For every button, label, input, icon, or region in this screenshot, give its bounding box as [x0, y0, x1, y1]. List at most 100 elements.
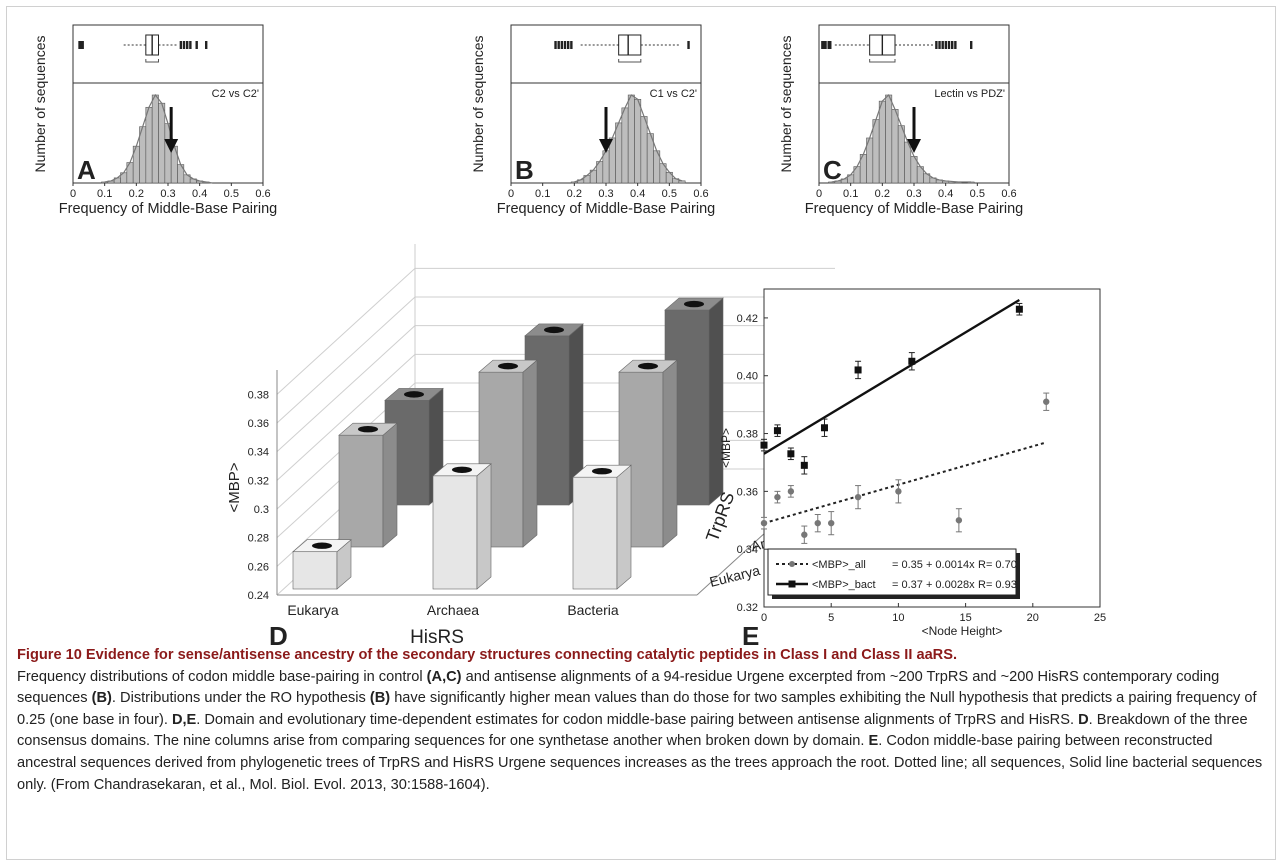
histogram-bar [885, 94, 893, 184]
arrow-head [599, 139, 613, 153]
boxplot-outlier [951, 41, 954, 49]
panel-letter: D [269, 621, 288, 651]
legend-equation: = 0.35 + 0.0014x [892, 559, 975, 571]
x-category-label: Eukarya [287, 602, 339, 618]
boxplot-outlier [78, 41, 81, 49]
y-tick-label: 0.28 [248, 533, 269, 545]
boxplot-outlier [570, 41, 573, 49]
x-axis-label: Frequency of Middle-Base Pairing [497, 201, 715, 217]
y-tick-label: 0.38 [248, 389, 269, 401]
x-category-label: Bacteria [567, 602, 619, 618]
x-tick-label: 0.1 [843, 188, 858, 200]
boxplot-outlier [947, 41, 951, 49]
data-point-bact [1015, 305, 1023, 313]
x-tick-label: 0.1 [97, 188, 112, 200]
histogram-density-curve [104, 93, 213, 184]
bar-3d [572, 464, 632, 590]
data-point-all [787, 488, 795, 495]
boxplot-outlier [195, 41, 198, 49]
boxplot-outlier [557, 41, 560, 49]
bar-side [522, 359, 538, 548]
boxplot-outlier [563, 41, 567, 49]
bar-error-cap [452, 466, 472, 473]
caption-text-6: . Breakdown of the three consensus domai… [17, 711, 1248, 750]
boxplot-outlier [179, 41, 183, 49]
x-tick-label: 0.5 [224, 188, 239, 200]
bar-side [382, 422, 398, 548]
data-point-all [1043, 398, 1050, 405]
y-tick-label: 0.34 [737, 544, 758, 556]
caption-bold-1: (A,C) [426, 668, 462, 685]
bar-error-cap [498, 362, 518, 370]
boxplot-outlier [79, 41, 83, 49]
fit-line-bact [763, 298, 1020, 455]
panel-letter: C [823, 155, 842, 185]
boxplot-outlier [935, 41, 938, 49]
bar-front [292, 551, 338, 590]
histogram-density-curve [831, 93, 971, 183]
boxplot-outlier [822, 41, 826, 49]
histogram-bar [897, 125, 905, 184]
legend-equation: = 0.37 + 0.0028x [892, 579, 975, 591]
bar-error-cap [684, 300, 704, 308]
boxplot-frame [818, 24, 1010, 84]
y-tick-label: 0.32 [248, 475, 269, 487]
x-tick-label: 0.3 [906, 188, 921, 200]
x-tick-label: 0.2 [129, 188, 144, 200]
bar-side [662, 359, 678, 548]
y-tick-label: 0.36 [248, 418, 269, 430]
boxplot-outlier [970, 41, 973, 49]
boxplot-outlier [827, 41, 830, 49]
histogram-bar [678, 180, 686, 184]
histogram-bar [621, 107, 629, 184]
x-axis-label: Frequency of Middle-Base Pairing [59, 201, 277, 217]
data-point-bact [760, 441, 768, 449]
histogram-bar [145, 106, 153, 184]
x-tick-label: 0.4 [938, 188, 953, 200]
boxplot-outlier [567, 41, 570, 49]
y-axis-label: Number of sequences [32, 36, 48, 173]
caption-text-7: . Codon middle-base pairing between reco… [17, 733, 1263, 793]
data-point-all [828, 519, 835, 527]
x-tick-label: 15 [959, 612, 971, 624]
caption-bold-5: D [1078, 711, 1089, 728]
histogram-bar [634, 98, 642, 184]
boxplot-outlier [821, 41, 824, 49]
y-tick-label: 0.32 [737, 602, 758, 614]
x-tick-label: 10 [892, 612, 904, 624]
x-tick-label: 0.3 [160, 188, 175, 200]
boxplot-outlier [824, 41, 827, 49]
x-tick-label: 0 [816, 188, 822, 200]
bar-front [572, 476, 618, 590]
y-tick-label: 0.42 [737, 313, 758, 325]
data-point-all [801, 531, 808, 538]
data-point-all [955, 517, 963, 524]
data-point-bact [820, 424, 828, 432]
caption-bold-4: D,E [171, 711, 197, 728]
y-tick-label: 0.36 [737, 486, 758, 498]
y-axis-label: Number of sequences [778, 36, 794, 173]
boxplot-outlier [186, 41, 189, 49]
caption-text-1: Frequency distributions of codon middle … [17, 668, 427, 685]
bar-3d [432, 463, 492, 590]
bar-error-cap [592, 468, 612, 475]
data-point-bact [773, 427, 781, 435]
legend-label: <MBP>_all [812, 559, 866, 571]
legend-r-value: R= 0.93 [978, 579, 1017, 591]
x-axis-label: <Node Height> [922, 624, 1003, 638]
x-tick-label: 0 [70, 188, 76, 200]
arrow-head [164, 139, 179, 153]
legend-box [767, 548, 1017, 596]
boxplot-outlier [944, 41, 948, 49]
boxplot-outlier [687, 41, 690, 49]
y-tick-label: 0.40 [737, 371, 758, 383]
caption-text-5: . Domain and evolutionary time-dependent… [196, 711, 1079, 728]
histogram-bar [151, 94, 159, 184]
x-tick-label: 0.5 [970, 188, 985, 200]
arrow-head [907, 139, 921, 153]
boxplot-bracket [869, 59, 896, 63]
boxplot-outlier [554, 41, 557, 49]
boxplot-outlier [81, 41, 84, 49]
x-tick-label: 5 [828, 612, 834, 624]
boxplot-frame [72, 24, 264, 84]
